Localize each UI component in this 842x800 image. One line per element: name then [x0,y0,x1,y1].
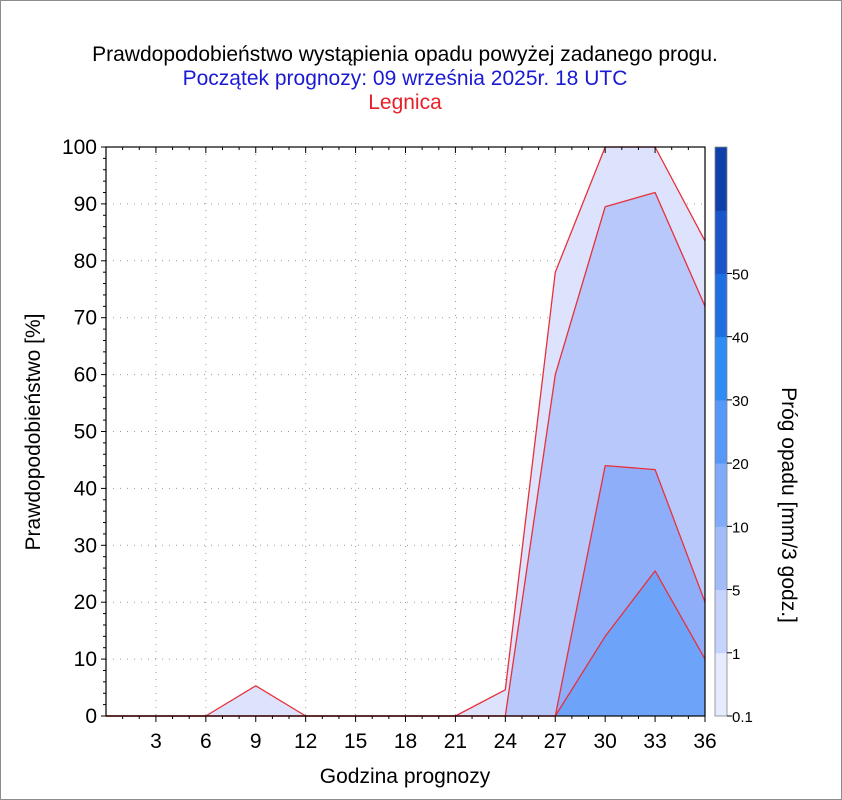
colorbar-tick-label: 20 [732,456,749,473]
x-tick-label: 30 [593,730,616,753]
colorbar-band [715,463,727,527]
colorbar-band [715,336,727,401]
y-tick-label: 70 [74,307,97,330]
x-tick-label: 15 [344,730,367,753]
location-label: Legnica [368,91,442,114]
y-tick-label: 10 [74,648,97,671]
colorbar-tick-label: 10 [732,519,749,536]
y-tick-label: 80 [74,250,97,273]
chart-title: Prawdopodobieństwo wystąpienia opadu pow… [92,43,718,66]
colorbar-band [715,273,727,338]
y-axis-ticks: 0 10 20 30 40 50 60 70 80 90 100 [62,136,106,728]
colorbar-label: Próg opadu [mm/3 godz.] [777,387,800,623]
colorbar-tick-label: 40 [732,330,749,347]
probability-areas [106,147,705,716]
y-tick-label: 90 [74,193,97,216]
area-threshold-10 [106,570,705,716]
colorbar-band [715,526,727,591]
x-tick-label: 21 [444,730,467,753]
y-tick-label: 50 [74,421,97,444]
colorbar-tick-label: 1 [732,646,740,663]
colorbar-border [714,146,728,717]
y-tick-label: 30 [74,534,97,557]
colorbar-band [715,147,727,211]
x-axis-label: Godzina prognozy [320,765,491,788]
x-tick-label: 24 [494,730,518,753]
colorbar-band [715,589,727,654]
area-threshold-1 [106,192,705,716]
x-tick-label: 3 [150,730,162,753]
x-tick-label: 18 [394,730,417,753]
y-tick-label: 20 [74,591,97,614]
x-tick-label: 6 [200,730,212,753]
x-tick-label: 27 [544,730,567,753]
x-tick-label: 33 [643,730,666,753]
colorbar-tick-label: 0.1 [732,709,753,726]
chart-subtitle: Początek prognozy: 09 września 2025r. 18… [183,67,628,90]
y-tick-label: 60 [74,364,97,387]
x-tick-label: 12 [294,730,317,753]
colorbar: 0.1 1 5 10 20 30 40 50 [714,146,753,726]
y-axis-label: Prawdopodobieństwo [%] [22,314,45,551]
y-tick-label: 0 [85,705,97,728]
x-axis-ticks: 3 6 9 12 15 18 21 24 27 30 33 36 [122,147,717,753]
colorbar-tick-label: 50 [732,266,749,283]
x-tick-label: 36 [693,730,716,753]
colorbar-tick-label: 5 [732,583,740,600]
y-tick-label: 40 [74,477,97,500]
colorbar-band [715,652,727,717]
colorbar-band [715,210,727,274]
colorbar-band [715,399,727,464]
colorbar-tick-label: 30 [732,393,749,410]
x-tick-label: 9 [250,730,262,753]
y-tick-label: 100 [62,136,97,159]
